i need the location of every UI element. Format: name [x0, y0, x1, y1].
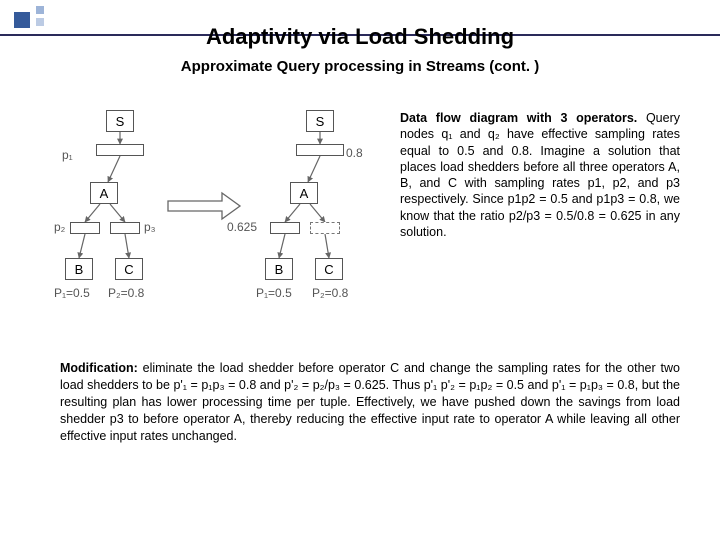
modification-text: Modification: eliminate the load shedder… [60, 360, 680, 444]
modification-body: eliminate the load shedder before operat… [60, 361, 680, 443]
load-shedder [70, 222, 100, 234]
diagram-label: 0.8 [346, 146, 363, 160]
diagram-label: p₃ [144, 220, 156, 234]
operator-node-c: C [315, 258, 343, 280]
operator-node-c: C [115, 258, 143, 280]
operator-node-s: S [106, 110, 134, 132]
diagram-label: P₂=0.8 [108, 286, 144, 300]
dataflow-diagram: SABCp₁p₂p₃P₁=0.5P₂=0.8SABC0.80.625P₁=0.5… [60, 110, 380, 330]
description-lead: Data flow diagram with 3 operators. [400, 111, 637, 125]
description-body: Query nodes q₁ and q₂ have effective sam… [400, 111, 680, 239]
load-shedder [270, 222, 300, 234]
page-subtitle: Approximate Query processing in Streams … [0, 58, 720, 75]
operator-node-b: B [65, 258, 93, 280]
load-shedder [96, 144, 144, 156]
diagram-label: 0.625 [227, 220, 257, 234]
page-title: Adaptivity via Load Shedding [0, 24, 720, 50]
diagram-label: P₁=0.5 [256, 286, 292, 300]
operator-node-a: A [90, 182, 118, 204]
diagram-label: P₂=0.8 [312, 286, 348, 300]
operator-node-s: S [306, 110, 334, 132]
load-shedder [310, 222, 340, 234]
load-shedder [110, 222, 140, 234]
operator-node-b: B [265, 258, 293, 280]
description-text: Data flow diagram with 3 operators. Quer… [400, 110, 680, 240]
load-shedder [296, 144, 344, 156]
operator-node-a: A [290, 182, 318, 204]
diagram-label: p₁ [62, 148, 73, 162]
diagram-label: P₁=0.5 [54, 286, 90, 300]
modification-lead: Modification: [60, 361, 138, 375]
diagram-label: p₂ [54, 220, 65, 234]
transition-arrow-icon [168, 193, 240, 219]
